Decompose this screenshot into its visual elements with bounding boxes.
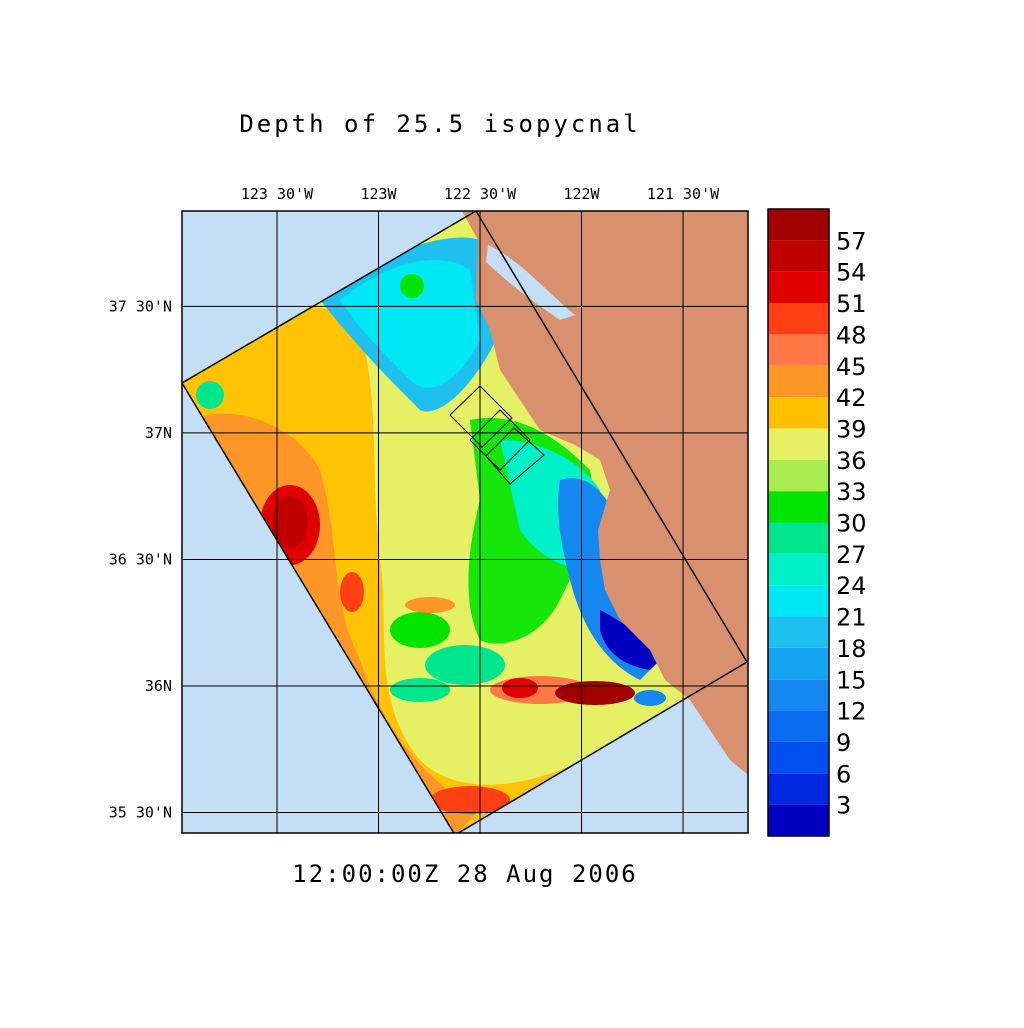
colorbar-label: 6 [836,760,851,788]
colorbar-label: 24 [836,572,867,600]
colorbar-label: 48 [836,321,867,349]
colorbar-box [768,365,829,398]
lat-tick-label: 36N [145,677,172,695]
colorbar-box [768,773,829,805]
colorbar-box [768,741,829,774]
colorbar-box [768,553,829,586]
lon-tick-label: 121 30'W [647,185,720,203]
colorbar-label: 51 [836,290,867,318]
colorbar-box [768,240,829,272]
colorbar-label: 18 [836,635,867,663]
lat-tick-label: 36 30'N [109,550,172,568]
colorbar-label: 21 [836,604,867,632]
map-area [182,211,748,833]
lon-tick-label: 122W [563,185,600,203]
colorbar-label: 33 [836,478,867,506]
colorbar-box [768,459,829,492]
colorbar-label: 27 [836,541,867,569]
colorbar-label: 36 [836,447,867,475]
colorbar-label: 45 [836,353,867,381]
colorbar-box [768,616,829,648]
timestamp: 12:00:00Z 28 Aug 2006 [292,860,637,888]
colorbar-box [768,428,829,460]
map-frame [181,210,749,834]
colorbar-box [768,397,829,429]
colorbar-label: 15 [836,666,867,694]
colorbar-label: 9 [836,729,851,757]
colorbar-box [768,679,829,711]
colorbar-box [768,585,829,617]
colorbar-label: 54 [836,259,867,287]
colorbar-frame [767,208,830,837]
colorbar-label: 3 [836,792,851,820]
colorbar-box [768,334,829,366]
colorbar-label: 57 [836,227,867,255]
colorbar-box [768,647,829,680]
colorbar-label: 39 [836,415,867,443]
lat-tick-label: 37 30'N [109,297,172,315]
lon-tick-label: 122 30'W [444,185,517,203]
colorbar-box [768,303,829,335]
nested-boxes [449,385,545,485]
title: Depth of 25.5 isopycnal [239,110,640,138]
colorbar-box [768,522,829,554]
colorbar-box [768,271,829,304]
colorbar-label: 12 [836,698,867,726]
colorbar-box [768,804,829,836]
lon-tick-label: 123W [360,185,397,203]
colorbar-label: 30 [836,510,867,538]
colorbar-label: 42 [836,384,867,412]
colorbar-box [768,209,829,241]
domain-outline [182,211,748,833]
colorbar-box [768,710,829,742]
lat-tick-label: 35 30'N [109,804,172,822]
lat-tick-label: 37N [145,424,172,442]
lon-tick-label: 123 30'W [241,185,314,203]
land [462,211,748,775]
colorbar-box [768,491,829,523]
